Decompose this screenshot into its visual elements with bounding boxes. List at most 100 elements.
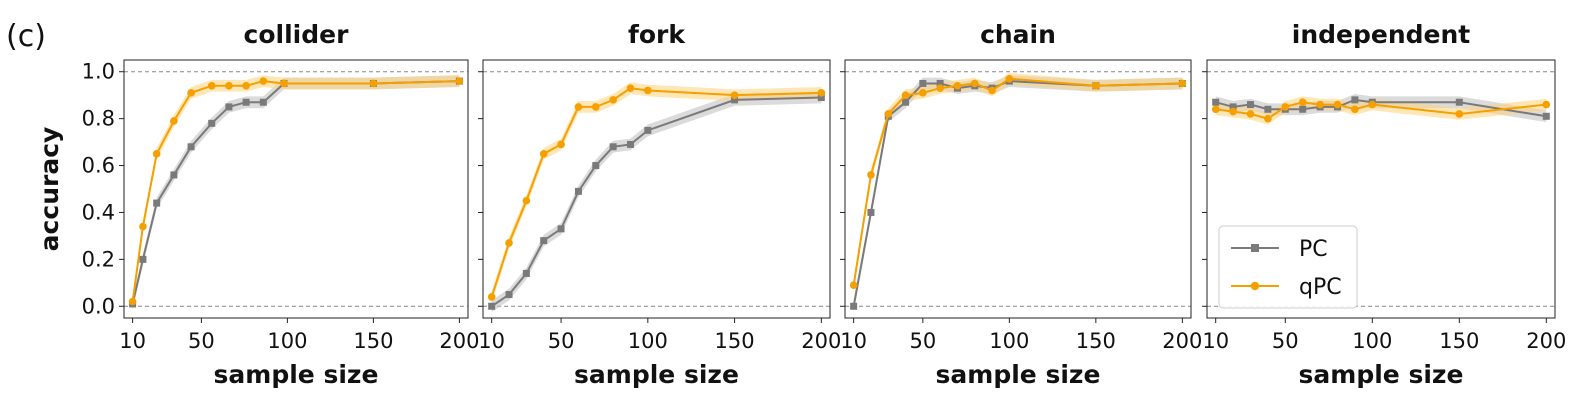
series-line-pc bbox=[131, 80, 460, 305]
chart-title: chain bbox=[980, 20, 1056, 49]
point-qpc bbox=[936, 84, 944, 92]
x-tick-label: 10 bbox=[1202, 329, 1229, 353]
x-tick-label: 100 bbox=[628, 329, 668, 353]
y-tick-label: 0.8 bbox=[82, 107, 115, 131]
x-tick-label: 200 bbox=[439, 329, 479, 353]
legend-label-qpc: qPC bbox=[1299, 275, 1342, 300]
point-qpc bbox=[1316, 100, 1324, 109]
point-pc bbox=[644, 126, 652, 134]
point-qpc bbox=[970, 79, 979, 88]
x-tick-label: 200 bbox=[1162, 329, 1202, 353]
point-pc bbox=[522, 269, 530, 277]
point-qpc bbox=[609, 96, 617, 104]
point-pc bbox=[170, 171, 178, 179]
point-pc bbox=[1351, 96, 1359, 104]
point-pc bbox=[919, 79, 927, 87]
legend: PC qPC bbox=[1218, 225, 1358, 309]
point-qpc bbox=[1246, 110, 1255, 118]
point-qpc bbox=[1368, 100, 1377, 109]
point-qpc bbox=[1229, 107, 1237, 116]
y-tick-label: 0.2 bbox=[82, 247, 115, 271]
panel-fork: 10 50 100 150 200 fork sample size bbox=[478, 20, 841, 389]
point-qpc bbox=[1333, 100, 1342, 109]
point-qpc bbox=[884, 110, 893, 118]
point-qpc bbox=[280, 79, 288, 88]
point-qpc bbox=[539, 150, 548, 158]
x-tick-label: 50 bbox=[909, 329, 936, 353]
point-pc bbox=[850, 302, 858, 310]
point-pc bbox=[609, 143, 617, 151]
panel-label: (c) bbox=[6, 19, 46, 54]
point-qpc bbox=[644, 86, 652, 95]
x-tick-label: 10 bbox=[478, 329, 505, 353]
point-pc bbox=[1229, 103, 1237, 111]
point-pc bbox=[242, 98, 250, 106]
x-tick-label: 150 bbox=[715, 329, 755, 353]
panel-chain: 10 50 100 150 200 chain sample size bbox=[840, 20, 1202, 389]
band-pc bbox=[491, 91, 822, 313]
x-tick-label: 150 bbox=[1439, 329, 1479, 353]
point-pc bbox=[1212, 98, 1220, 106]
point-qpc bbox=[369, 79, 378, 88]
point-pc bbox=[1455, 98, 1463, 106]
plot-frame bbox=[1206, 59, 1556, 319]
point-qpc bbox=[170, 117, 178, 125]
point-qpc bbox=[505, 239, 513, 247]
x-axis-label: sample size bbox=[214, 360, 379, 389]
point-qpc bbox=[1178, 79, 1187, 88]
y-tick-label: 0.0 bbox=[82, 294, 115, 318]
point-qpc bbox=[557, 140, 565, 149]
x-tick-label: 50 bbox=[1272, 329, 1299, 353]
point-pc bbox=[574, 187, 582, 195]
panel-collider: 0.0 0.2 0.4 0.6 0.8 1.0 10 50 100 150 200 collider s… bbox=[35, 20, 479, 389]
chart-title: fork bbox=[628, 20, 686, 49]
point-qpc bbox=[242, 82, 250, 90]
y-axis-label: accuracy bbox=[35, 127, 64, 252]
point-qpc bbox=[867, 171, 875, 179]
point-qpc bbox=[591, 103, 600, 111]
plot-frame bbox=[482, 59, 831, 319]
point-pc bbox=[592, 162, 600, 170]
point-qpc bbox=[919, 89, 927, 97]
point-pc bbox=[867, 208, 875, 216]
chart-title: independent bbox=[1292, 20, 1471, 49]
point-pc bbox=[505, 291, 513, 299]
point-qpc bbox=[207, 82, 216, 90]
plot-frame bbox=[844, 59, 1192, 319]
point-qpc bbox=[1264, 114, 1272, 123]
panel-independent: 10 50 100 150 200 independent sample size PC qPC bbox=[1202, 20, 1566, 389]
point-pc bbox=[626, 140, 634, 148]
series-line-qpc bbox=[490, 87, 822, 298]
legend-marker-qpc bbox=[1250, 281, 1260, 291]
point-qpc bbox=[152, 150, 161, 158]
x-tick-label: 200 bbox=[1526, 329, 1566, 353]
point-qpc bbox=[128, 297, 137, 306]
y-tick-label: 0.6 bbox=[82, 154, 115, 178]
point-qpc bbox=[817, 89, 826, 97]
point-pc bbox=[1264, 105, 1272, 113]
point-qpc bbox=[1351, 105, 1359, 114]
chart-title: collider bbox=[244, 20, 350, 49]
point-qpc bbox=[730, 91, 739, 99]
point-pc bbox=[1542, 112, 1550, 120]
point-qpc bbox=[1211, 105, 1220, 114]
point-pc bbox=[488, 302, 496, 310]
point-pc bbox=[187, 143, 195, 151]
x-tick-label: 50 bbox=[188, 329, 215, 353]
band-qpc bbox=[491, 82, 822, 303]
series-line-pc bbox=[491, 96, 822, 308]
point-qpc bbox=[988, 86, 996, 95]
x-tick-label: 100 bbox=[1352, 329, 1392, 353]
point-qpc bbox=[1298, 98, 1307, 107]
series-line-pc bbox=[852, 80, 1183, 307]
point-qpc bbox=[522, 196, 531, 205]
legend-marker-pc bbox=[1251, 244, 1259, 252]
plot-frame bbox=[123, 59, 469, 319]
point-qpc bbox=[626, 84, 635, 92]
point-qpc bbox=[574, 103, 583, 111]
point-pc bbox=[731, 96, 739, 104]
x-axis-label: sample size bbox=[1299, 360, 1464, 389]
series-line-qpc bbox=[852, 77, 1183, 286]
point-qpc bbox=[1455, 110, 1464, 118]
